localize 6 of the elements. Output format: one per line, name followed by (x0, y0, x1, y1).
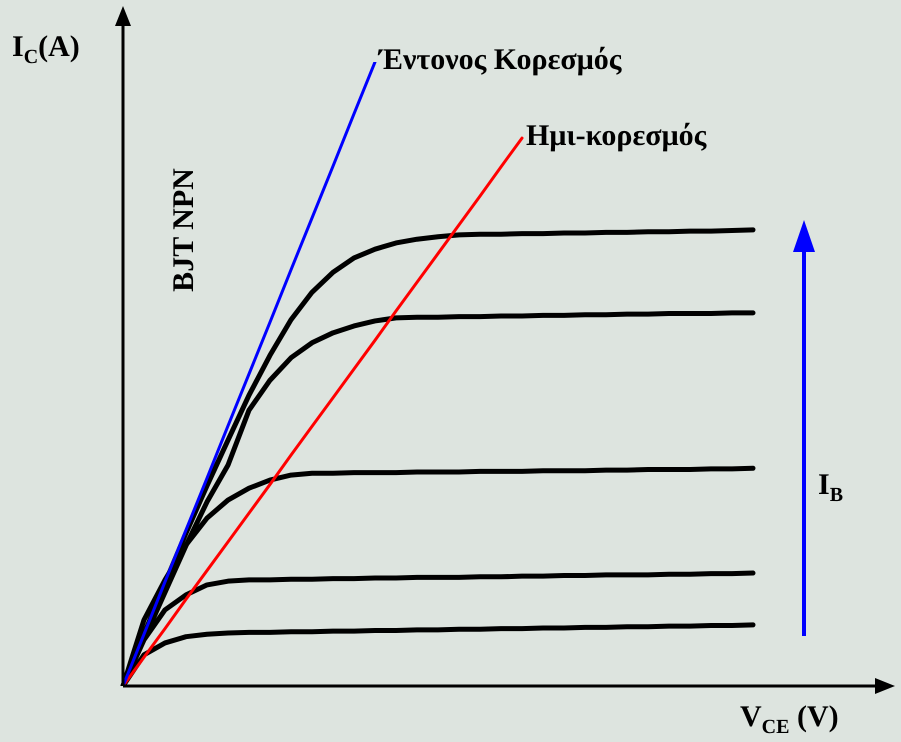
y-axis-title: I$_{C}$(A) (12, 30, 80, 68)
text: I$_{B}$ (818, 468, 844, 506)
series-label: Έντονος Κορεσμός (377, 42, 622, 76)
series-label: Ημι-κορεσμός (526, 118, 707, 152)
x-axis-title: V$_{CE}$ (V) (740, 700, 839, 738)
annotation: BJT NPN (166, 168, 200, 292)
